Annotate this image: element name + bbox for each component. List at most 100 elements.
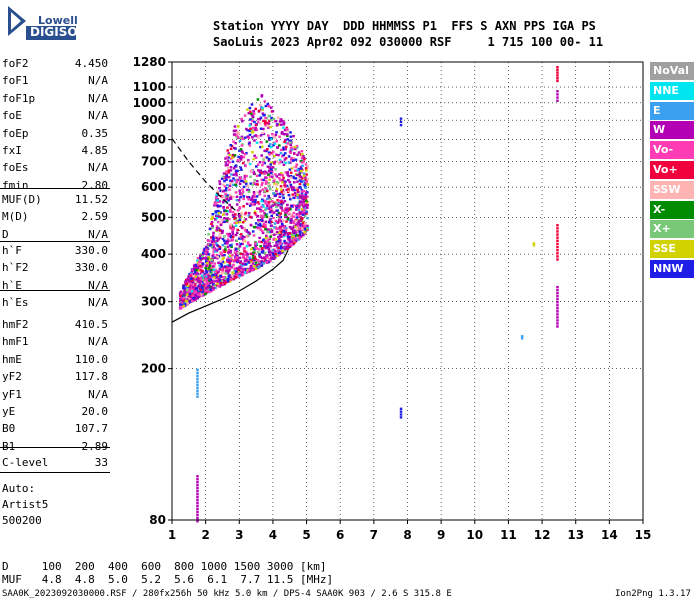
echo-point bbox=[270, 207, 273, 211]
echo-point bbox=[264, 182, 268, 185]
echo-point bbox=[231, 228, 234, 231]
echo-point bbox=[244, 164, 247, 168]
echo-point bbox=[236, 275, 240, 279]
echo-point bbox=[206, 265, 210, 268]
echo-point bbox=[212, 231, 215, 235]
echo-point bbox=[226, 163, 229, 166]
echo-point bbox=[221, 260, 224, 263]
echo-point bbox=[242, 205, 245, 208]
echo-point bbox=[209, 288, 212, 291]
echo-point bbox=[214, 286, 217, 290]
echo-point bbox=[263, 172, 266, 175]
echo-point bbox=[253, 212, 257, 215]
echo-point bbox=[258, 174, 261, 177]
param-value: N/A bbox=[88, 161, 108, 175]
echo-point bbox=[204, 284, 208, 287]
echo-point bbox=[239, 137, 243, 140]
echo-point bbox=[218, 180, 221, 183]
echo-point bbox=[222, 276, 225, 279]
echo-point bbox=[197, 295, 201, 298]
echo-point bbox=[282, 121, 286, 124]
param-label: yE bbox=[2, 405, 16, 418]
echo-point bbox=[244, 218, 248, 221]
echo-point bbox=[237, 213, 241, 216]
param-label: B0 bbox=[2, 422, 16, 436]
echo-point bbox=[263, 100, 267, 103]
echo-point bbox=[211, 216, 214, 219]
echo-point bbox=[306, 183, 309, 186]
echo-point bbox=[209, 267, 213, 270]
echo-point bbox=[279, 123, 283, 126]
echo-point bbox=[227, 199, 230, 202]
echo-point bbox=[254, 124, 258, 127]
echo-point bbox=[238, 215, 241, 219]
echo-point bbox=[270, 229, 273, 232]
echo-point bbox=[191, 288, 195, 291]
echo-point bbox=[269, 205, 273, 208]
echo-point bbox=[265, 215, 269, 219]
echo-point bbox=[243, 239, 246, 242]
param-value: 4.85 bbox=[81, 144, 109, 157]
echo-point bbox=[290, 167, 294, 170]
echo-point bbox=[202, 251, 205, 254]
echo-point bbox=[252, 234, 256, 237]
echo-point bbox=[231, 238, 234, 241]
echo-point bbox=[207, 284, 210, 288]
echo-point bbox=[261, 131, 265, 135]
echo-point bbox=[267, 114, 271, 118]
echo-point bbox=[289, 216, 292, 219]
echo-point bbox=[291, 233, 294, 236]
echo-point bbox=[204, 275, 208, 278]
echo-point bbox=[269, 143, 272, 146]
echo-point bbox=[289, 151, 292, 155]
echo-point bbox=[267, 151, 271, 154]
echo-point bbox=[287, 193, 291, 197]
echo-point bbox=[235, 270, 238, 273]
echo-point bbox=[266, 124, 270, 128]
echo-point bbox=[256, 121, 260, 124]
echo-point bbox=[284, 228, 288, 232]
echo-point bbox=[291, 226, 295, 229]
legend-item: SSE bbox=[650, 240, 694, 259]
echo-point bbox=[222, 190, 225, 193]
echo-point bbox=[231, 254, 234, 257]
echo-point bbox=[229, 254, 232, 257]
echo-point bbox=[235, 203, 239, 206]
echo-point bbox=[257, 109, 261, 113]
echo-point bbox=[204, 251, 207, 254]
echo-point bbox=[247, 112, 251, 115]
echo-point bbox=[219, 275, 222, 278]
echo-point bbox=[258, 236, 261, 240]
echo-point bbox=[292, 211, 296, 215]
echo-point bbox=[247, 159, 250, 162]
echo-point bbox=[251, 183, 255, 186]
echo-point bbox=[251, 254, 255, 257]
echo-point bbox=[269, 198, 272, 201]
echo-point bbox=[262, 178, 266, 182]
echo-point bbox=[305, 180, 308, 183]
echo-point bbox=[273, 226, 276, 229]
echo-point bbox=[269, 209, 273, 213]
echo-point bbox=[256, 251, 260, 254]
echo-point bbox=[232, 177, 235, 180]
x-tick-label: 4 bbox=[269, 528, 277, 542]
isolated-echo-point bbox=[196, 493, 199, 496]
echo-point bbox=[193, 288, 197, 291]
isolated-echo-point bbox=[196, 392, 199, 395]
echo-point bbox=[249, 215, 252, 219]
echo-point bbox=[292, 186, 295, 189]
echo-point bbox=[277, 201, 280, 205]
echo-point bbox=[264, 199, 267, 202]
echo-point bbox=[223, 220, 226, 223]
echo-point bbox=[224, 209, 228, 213]
echo-point bbox=[306, 217, 309, 220]
echo-point bbox=[241, 235, 244, 238]
echo-point bbox=[210, 280, 213, 284]
echo-point bbox=[235, 243, 239, 246]
echo-point bbox=[274, 238, 278, 241]
echo-point bbox=[267, 157, 271, 161]
echo-point bbox=[268, 153, 271, 156]
echo-point bbox=[284, 226, 288, 230]
footer-info: SAA0K_2023092030000.RSF / 280fx256h 50 k… bbox=[2, 589, 452, 599]
echo-point bbox=[280, 220, 283, 223]
